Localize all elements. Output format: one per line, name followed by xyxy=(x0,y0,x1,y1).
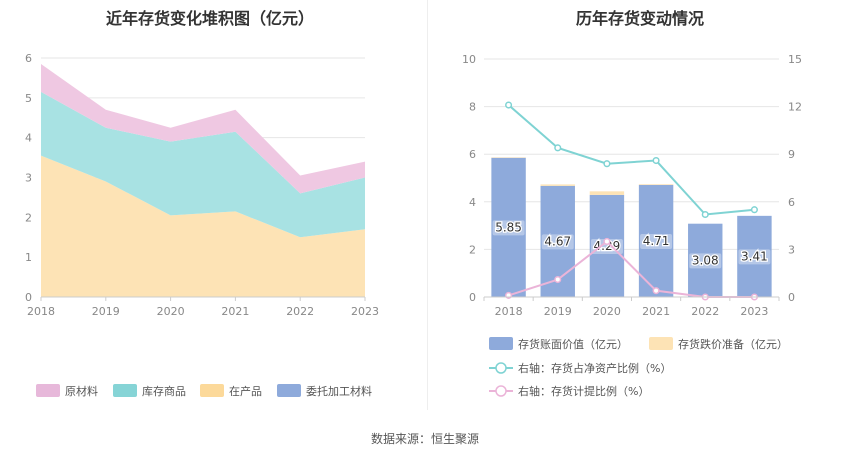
left-legend-label: 委托加工材料 xyxy=(306,384,372,398)
line-point-1 xyxy=(652,287,660,295)
left-y-tick-label: 3 xyxy=(25,172,32,185)
data-source: 数据来源：恒生聚源 xyxy=(370,432,479,446)
legend-marker-1 xyxy=(495,385,507,397)
line-point-1 xyxy=(554,275,562,284)
bar-impairment-reserve xyxy=(540,184,575,186)
area-series-2 xyxy=(41,91,365,238)
left-x-tick-label: 2022 xyxy=(286,305,314,318)
legend-swatch-reserve xyxy=(649,337,673,350)
legend-label-line-0: 右轴：存货占净资产比例（%） xyxy=(518,361,671,375)
left-legend-swatch xyxy=(277,384,301,397)
line-point-0 xyxy=(603,160,611,168)
left-y-tick-label: 5 xyxy=(25,92,32,105)
right-x-tick-label: 2019 xyxy=(544,305,572,318)
left-legend-swatch xyxy=(36,384,60,397)
left-legend-label: 库存商品 xyxy=(142,384,186,398)
line-series-0 xyxy=(507,104,755,216)
left-legend-label: 在产品 xyxy=(229,384,262,398)
line-point-0 xyxy=(652,156,660,165)
bar-label-bg xyxy=(640,233,673,249)
left-x-tick-label: 2021 xyxy=(221,305,249,318)
left-y-tick-label: 4 xyxy=(25,132,32,145)
bar-label-bg xyxy=(738,249,771,265)
bar-inventory-value xyxy=(491,157,526,297)
area-series-3 xyxy=(41,63,365,194)
left-y-tick-label: 2 xyxy=(25,211,32,224)
bar-label-bg xyxy=(492,220,525,236)
legend-marker-0 xyxy=(495,362,507,374)
left-legend-label: 原材料 xyxy=(65,384,98,398)
left-legend-swatch xyxy=(113,384,137,397)
bar-label-bg xyxy=(689,253,722,269)
right-y2-tick-label: 15 xyxy=(788,53,802,66)
line-point-0 xyxy=(701,210,709,219)
right-x-tick-label: 2023 xyxy=(740,305,768,318)
left-y-tick-label: 6 xyxy=(25,52,32,65)
legend-label-reserve: 存货跌价准备（亿元） xyxy=(678,337,788,351)
right-chart-title: 历年存货变动情况 xyxy=(575,9,704,28)
bar-data-label: 4.67 xyxy=(544,234,571,248)
right-y2-tick-label: 12 xyxy=(788,101,802,114)
bar-label-bg xyxy=(541,234,574,250)
legend-label-line-1: 右轴：存货计提比例（%） xyxy=(518,384,649,398)
bar-data-label: 4.71 xyxy=(643,234,670,248)
legend-swatch-value xyxy=(489,337,513,350)
line-point-1 xyxy=(603,237,611,246)
right-y-tick-label: 10 xyxy=(462,53,476,66)
right-x-tick-label: 2022 xyxy=(691,305,719,318)
right-y-tick-label: 6 xyxy=(469,148,476,161)
right-y2-tick-label: 9 xyxy=(788,148,795,161)
bar-inventory-value xyxy=(737,215,772,297)
bar-data-label: 3.41 xyxy=(741,249,768,263)
right-y-tick-label: 2 xyxy=(469,243,476,256)
bar-data-label: 5.85 xyxy=(495,220,522,234)
bar-data-label: 3.08 xyxy=(692,253,719,267)
right-x-tick-label: 2018 xyxy=(495,305,523,318)
right-x-tick-label: 2020 xyxy=(593,305,621,318)
right-y2-tick-label: 6 xyxy=(788,196,795,209)
line-point-0 xyxy=(505,101,513,109)
left-x-tick-label: 2020 xyxy=(157,305,185,318)
area-series-1 xyxy=(41,155,365,297)
left-legend-swatch xyxy=(200,384,224,397)
left-x-tick-label: 2018 xyxy=(27,305,55,318)
right-y2-tick-label: 3 xyxy=(788,243,795,256)
left-chart-title: 近年存货变化堆积图（亿元） xyxy=(105,9,314,28)
right-y-tick-label: 4 xyxy=(469,196,476,209)
legend-label-value: 存货账面价值（亿元） xyxy=(518,337,628,351)
panel-divider xyxy=(427,0,428,410)
right-y2-tick-label: 0 xyxy=(788,291,795,304)
right-x-tick-label: 2021 xyxy=(642,305,670,318)
bar-inventory-value xyxy=(589,194,625,297)
line-point-0 xyxy=(554,144,562,152)
right-y-tick-label: 0 xyxy=(469,291,476,304)
left-y-tick-label: 1 xyxy=(25,251,32,264)
line-point-0 xyxy=(750,206,758,214)
left-y-tick-label: 0 xyxy=(25,291,32,304)
left-x-tick-label: 2023 xyxy=(351,305,379,318)
bar-impairment-reserve xyxy=(589,191,625,195)
bar-inventory-value xyxy=(688,223,723,297)
right-y-tick-label: 8 xyxy=(469,101,476,114)
left-x-tick-label: 2019 xyxy=(92,305,120,318)
bar-impairment-reserve xyxy=(638,184,674,185)
